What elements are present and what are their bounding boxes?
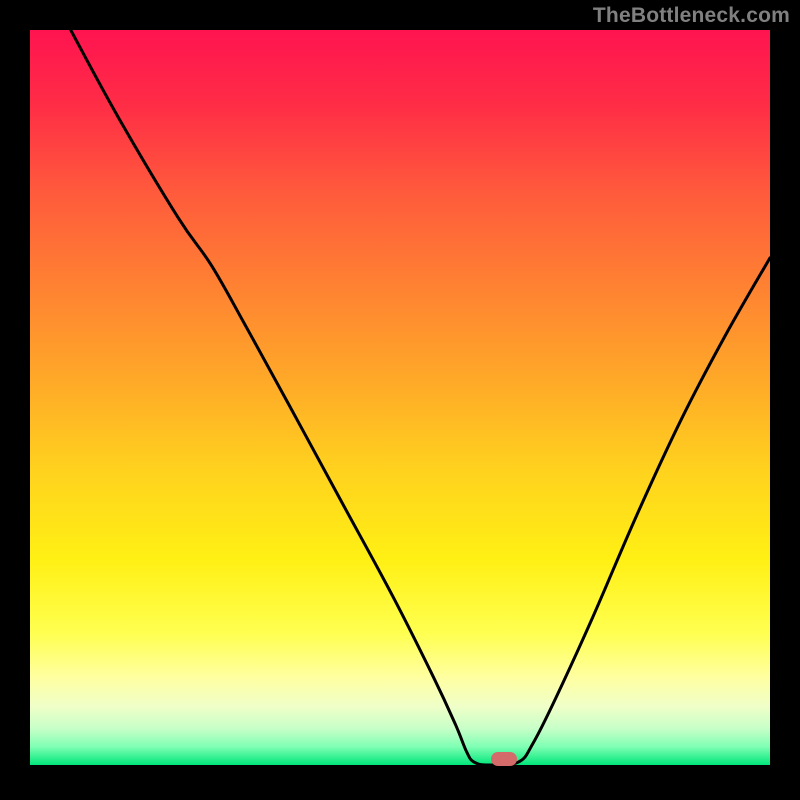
watermark-text: TheBottleneck.com xyxy=(593,4,790,28)
bottleneck-chart: TheBottleneck.com xyxy=(0,0,800,800)
plot-background xyxy=(30,30,770,765)
optimal-point-marker xyxy=(491,752,517,766)
chart-svg xyxy=(0,0,800,800)
